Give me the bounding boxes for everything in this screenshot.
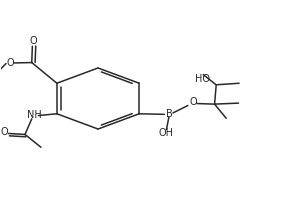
Text: O: O [30, 36, 37, 46]
Text: O: O [1, 127, 8, 138]
Text: O: O [189, 97, 197, 107]
Text: B: B [166, 109, 172, 119]
Text: NH: NH [27, 110, 42, 120]
Text: O: O [6, 58, 14, 68]
Text: HO: HO [196, 74, 210, 84]
Text: OH: OH [159, 128, 174, 138]
